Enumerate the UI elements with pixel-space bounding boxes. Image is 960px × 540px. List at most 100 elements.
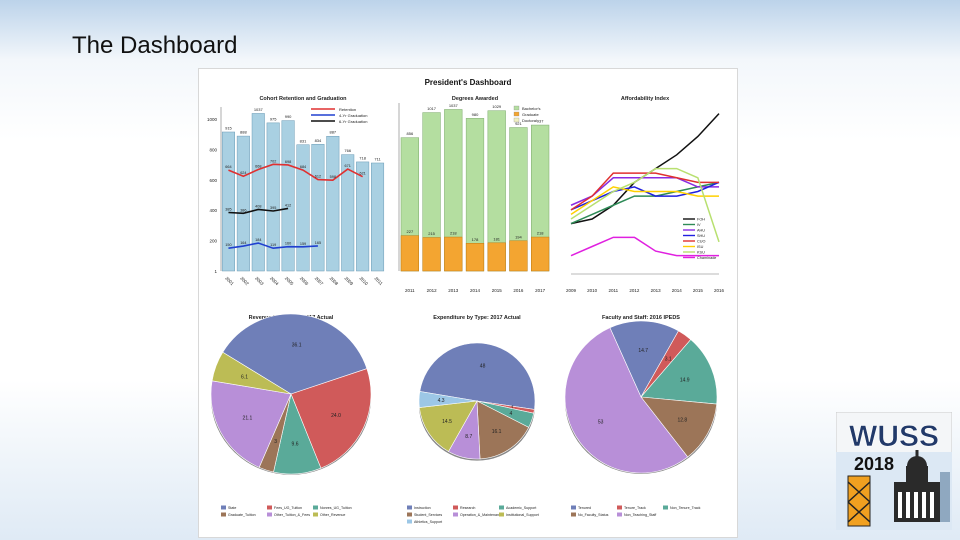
pie-slice — [419, 342, 536, 410]
degrees-chart: Degrees Awarded 856 227 2011 1017 215 2012 1037… — [398, 96, 550, 293]
x-tick-label: 2003 — [254, 276, 265, 287]
legend-swatch — [513, 111, 520, 117]
x-tick-label: 2010 — [587, 288, 598, 293]
bar-value-label: 227 — [407, 229, 414, 234]
chart-title: Expenditure by Type: 2017 Actual — [433, 315, 521, 321]
slice-label: 14.7 — [638, 348, 648, 354]
x-tick-label: 2009 — [343, 276, 354, 287]
line-value-label: 184 — [255, 238, 261, 242]
slice-label: 53 — [598, 419, 604, 425]
bar-value-label: 1017 — [427, 106, 437, 111]
slice-label: 12.8 — [677, 418, 687, 424]
bar-value-label: 218 — [537, 231, 544, 236]
legend-label: Bachelor's — [522, 106, 541, 111]
bar-value-label: 980 — [472, 112, 479, 117]
bar — [311, 144, 325, 272]
bar-value-label: 856 — [407, 131, 414, 136]
legend-label: Other_Revenue — [320, 513, 345, 517]
series-line — [570, 167, 720, 243]
y-tick-label: 1000 — [207, 117, 218, 122]
slice-label: 24.0 — [331, 413, 341, 419]
line-value-label: 119 — [270, 243, 276, 247]
x-tick-label: 2007 — [314, 276, 325, 287]
x-tick-label: 2015 — [492, 288, 503, 293]
series-line — [570, 181, 720, 225]
legend-label: Fees_UG_Tuition — [274, 506, 302, 510]
bar-value-label: 937 — [537, 119, 544, 124]
bar — [465, 243, 485, 272]
line-value-label: 598 — [330, 175, 336, 179]
bar — [400, 235, 419, 272]
slide-title: The Dashboard — [72, 32, 238, 59]
legend-label: Retention — [339, 107, 356, 112]
x-tick-label: 2001 — [224, 276, 235, 287]
chart-title: Cohort Retention and Graduation — [259, 96, 347, 102]
series-line — [570, 186, 719, 216]
legend-swatch — [663, 505, 668, 510]
x-tick-label: 2016 — [714, 288, 725, 293]
legend-label: KSU — [697, 251, 705, 255]
bar — [356, 161, 370, 272]
legend-label: Doctoral — [522, 118, 537, 123]
legend-label: Instruction — [414, 506, 431, 510]
legend-swatch — [571, 505, 576, 510]
chart-title: Faculty and Staff: 2016 IPEDS — [602, 315, 680, 321]
legend-label: Tenure_Track — [624, 506, 646, 510]
bar — [221, 131, 235, 272]
line-value-label: 159 — [300, 242, 306, 246]
pie-slice — [640, 339, 718, 405]
logo-text: WUSS — [849, 420, 939, 453]
legend-swatch — [499, 505, 504, 510]
bar-value-label: 887 — [329, 130, 336, 135]
legend-label: Graduate_Tuition — [228, 513, 256, 517]
slice-label: 48 — [480, 363, 486, 369]
pie-slice — [419, 400, 478, 452]
bar — [531, 236, 550, 272]
legend-swatch — [617, 512, 622, 517]
legend-label: 4-Yr Graduation — [339, 113, 367, 118]
y-tick-label: 600 — [209, 178, 217, 183]
bar — [266, 122, 280, 272]
bar-value-label: 711 — [374, 156, 381, 161]
pie-slice — [210, 380, 292, 468]
pie-slice — [609, 320, 679, 398]
x-tick-label: 2014 — [672, 288, 683, 293]
bar — [341, 154, 355, 272]
bar-value-label: 1037 — [449, 103, 459, 108]
x-tick-label: 2002 — [239, 276, 250, 287]
bar-value-label: 181 — [493, 236, 500, 241]
slice-label: 6.1 — [241, 375, 248, 381]
legend-label: 6-Yr Graduation — [339, 119, 367, 124]
legend-label: Academic_Support — [506, 506, 536, 510]
pie-slice — [476, 400, 530, 460]
slice-label: 3.1 — [665, 357, 672, 363]
line-value-label: 698 — [285, 160, 291, 164]
x-tick-label: 2011 — [405, 288, 415, 293]
x-tick-label: 2006 — [299, 276, 310, 287]
line-value-label: 150 — [225, 243, 231, 247]
line-value-label: 612 — [315, 175, 321, 179]
series-line — [570, 236, 719, 257]
x-tick-label: 2012 — [629, 288, 640, 293]
bar-value-label: 215 — [428, 231, 435, 236]
bar-value-label: 915 — [225, 125, 232, 130]
slice-label: 9.6 — [292, 441, 299, 447]
legend-label: Tenured — [578, 506, 591, 510]
legend-label: IV — [697, 223, 701, 227]
bar — [444, 236, 463, 272]
series-line — [570, 113, 720, 225]
legend-swatch — [617, 505, 622, 510]
cohort-chart: Cohort Retention and Graduation 1000 800 60… — [207, 96, 384, 287]
legend-swatch — [221, 512, 226, 517]
bar — [281, 120, 295, 272]
legend-label: AHU — [697, 229, 705, 233]
bar-value-label: 831 — [300, 138, 307, 143]
pie-slice — [211, 351, 292, 395]
legend-swatch — [313, 505, 318, 510]
series-line — [228, 163, 363, 181]
bar-value-label: 921 — [515, 121, 522, 126]
legend-label: Research — [460, 506, 475, 510]
y-tick-label: 800 — [209, 147, 217, 152]
bar — [326, 135, 340, 272]
affordability-chart: Affordability Index 2009 2010 2011 2012 2013 2… — [566, 96, 725, 293]
